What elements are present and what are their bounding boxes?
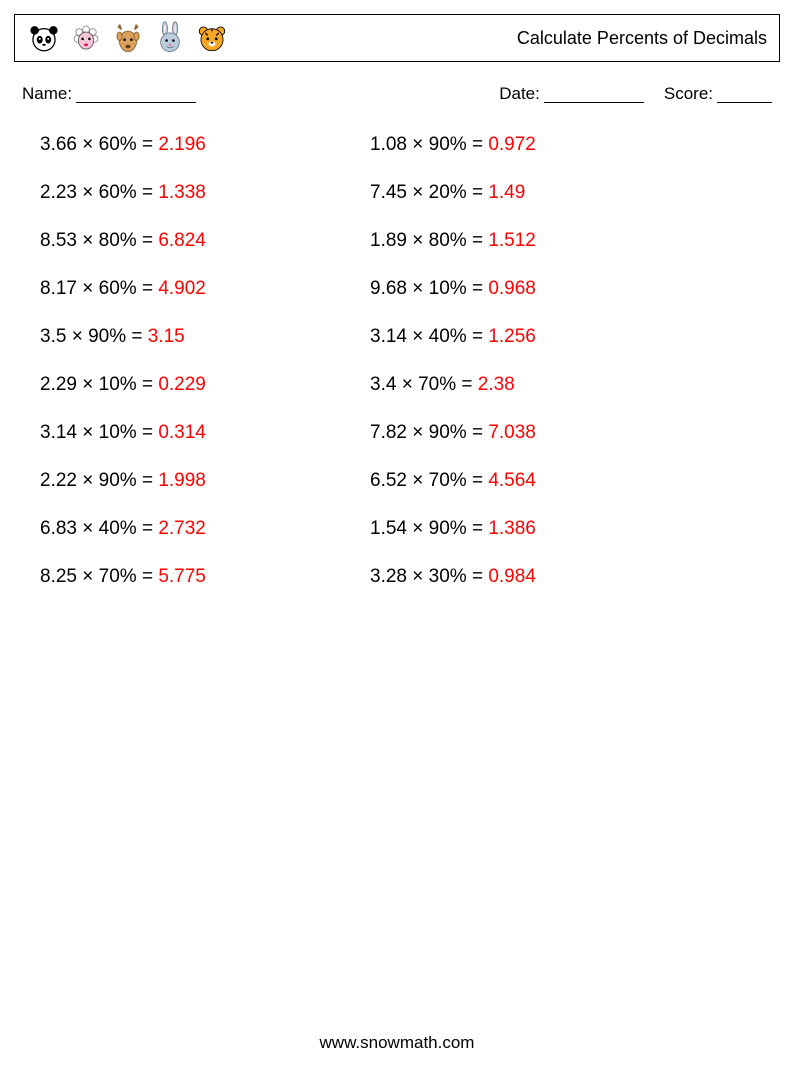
operand-b: 60% [99, 278, 137, 299]
worksheet-title: Calculate Percents of Decimals [517, 28, 767, 49]
answer-value: 0.984 [488, 566, 536, 587]
problems-grid: 3.66 × 60% = 2.1961.08 × 90% = 0.972 2.23… [40, 134, 794, 588]
problem-item: 3.14 × 40% = 1.256 [370, 326, 700, 348]
answer-value: 1.256 [488, 326, 536, 347]
answer-value: 2.732 [158, 518, 206, 539]
score-blank[interactable] [717, 84, 772, 103]
answer-value: 6.824 [158, 230, 206, 251]
problem-item: 2.22 × 90% = 1.998 [40, 470, 370, 492]
answer-value: 1.338 [158, 182, 206, 203]
answer-value: 1.386 [488, 518, 536, 539]
date-label: Date: [499, 84, 540, 104]
operand-a: 3.14 [40, 422, 77, 443]
problem-item: 8.53 × 80% = 6.824 [40, 230, 370, 252]
problem-item: 6.52 × 70% = 4.564 [370, 470, 700, 492]
operand-a: 8.53 [40, 230, 77, 251]
operand-b: 30% [429, 566, 467, 587]
problem-item: 6.83 × 40% = 2.732 [40, 518, 370, 540]
operand-b: 60% [99, 182, 137, 203]
meta-row: Name: Date: Score: [22, 84, 772, 104]
operand-a: 7.82 [370, 422, 407, 443]
answer-value: 4.564 [488, 470, 536, 491]
operand-b: 70% [418, 374, 456, 395]
operand-a: 3.66 [40, 134, 77, 155]
answer-value: 0.968 [488, 278, 536, 299]
operand-b: 90% [429, 422, 467, 443]
problem-item: 3.4 × 70% = 2.38 [370, 374, 700, 396]
problem-item: 2.23 × 60% = 1.338 [40, 182, 370, 204]
operand-a: 3.5 [40, 326, 66, 347]
operand-a: 3.14 [370, 326, 407, 347]
answer-value: 0.972 [488, 134, 536, 155]
answer-value: 1.998 [158, 470, 206, 491]
footer-url: www.snowmath.com [0, 1033, 794, 1053]
answer-value: 2.196 [158, 134, 206, 155]
operand-b: 80% [99, 230, 137, 251]
operand-a: 8.17 [40, 278, 77, 299]
operand-b: 10% [429, 278, 467, 299]
problem-item: 9.68 × 10% = 0.968 [370, 278, 700, 300]
animal-icons-row [27, 21, 229, 55]
problem-item: 3.28 × 30% = 0.984 [370, 566, 700, 588]
operand-a: 2.29 [40, 374, 77, 395]
score-label: Score: [664, 84, 713, 104]
operand-a: 1.54 [370, 518, 407, 539]
operand-b: 70% [429, 470, 467, 491]
operand-b: 10% [99, 374, 137, 395]
operand-b: 80% [429, 230, 467, 251]
operand-a: 1.89 [370, 230, 407, 251]
operand-b: 40% [99, 518, 137, 539]
operand-b: 70% [99, 566, 137, 587]
answer-value: 0.229 [158, 374, 206, 395]
operand-a: 6.52 [370, 470, 407, 491]
operand-a: 2.23 [40, 182, 77, 203]
operand-a: 3.28 [370, 566, 407, 587]
problem-item: 3.66 × 60% = 2.196 [40, 134, 370, 156]
name-label: Name: [22, 84, 72, 104]
operand-b: 90% [429, 518, 467, 539]
problem-item: 3.5 × 90% = 3.15 [40, 326, 370, 348]
answer-value: 3.15 [148, 326, 185, 347]
problem-item: 3.14 × 10% = 0.314 [40, 422, 370, 444]
answer-value: 4.902 [158, 278, 206, 299]
answer-value: 1.49 [488, 182, 525, 203]
bunny-icon [153, 21, 187, 55]
problem-item: 2.29 × 10% = 0.229 [40, 374, 370, 396]
operand-a: 9.68 [370, 278, 407, 299]
operand-a: 6.83 [40, 518, 77, 539]
answer-value: 5.775 [158, 566, 206, 587]
panda-icon [27, 21, 61, 55]
tiger-icon [195, 21, 229, 55]
problem-item: 7.45 × 20% = 1.49 [370, 182, 700, 204]
problem-item: 7.82 × 90% = 7.038 [370, 422, 700, 444]
operand-b: 40% [429, 326, 467, 347]
answer-value: 0.314 [158, 422, 206, 443]
name-blank[interactable] [76, 84, 196, 103]
deer-icon [111, 21, 145, 55]
operand-b: 90% [429, 134, 467, 155]
operand-b: 90% [99, 470, 137, 491]
date-blank[interactable] [544, 84, 644, 103]
answer-value: 2.38 [478, 374, 515, 395]
operand-b: 90% [88, 326, 126, 347]
problem-item: 8.25 × 70% = 5.775 [40, 566, 370, 588]
header-box: Calculate Percents of Decimals [14, 14, 780, 62]
answer-value: 1.512 [488, 230, 536, 251]
answer-value: 7.038 [488, 422, 536, 443]
operand-a: 7.45 [370, 182, 407, 203]
name-field: Name: [22, 84, 196, 104]
operand-a: 3.4 [370, 374, 396, 395]
operand-a: 2.22 [40, 470, 77, 491]
operand-a: 1.08 [370, 134, 407, 155]
problem-item: 1.08 × 90% = 0.972 [370, 134, 700, 156]
problem-item: 1.54 × 90% = 1.386 [370, 518, 700, 540]
problem-item: 8.17 × 60% = 4.902 [40, 278, 370, 300]
operand-a: 8.25 [40, 566, 77, 587]
operand-b: 60% [99, 134, 137, 155]
sheep-icon [69, 21, 103, 55]
operand-b: 10% [99, 422, 137, 443]
operand-b: 20% [429, 182, 467, 203]
problem-item: 1.89 × 80% = 1.512 [370, 230, 700, 252]
